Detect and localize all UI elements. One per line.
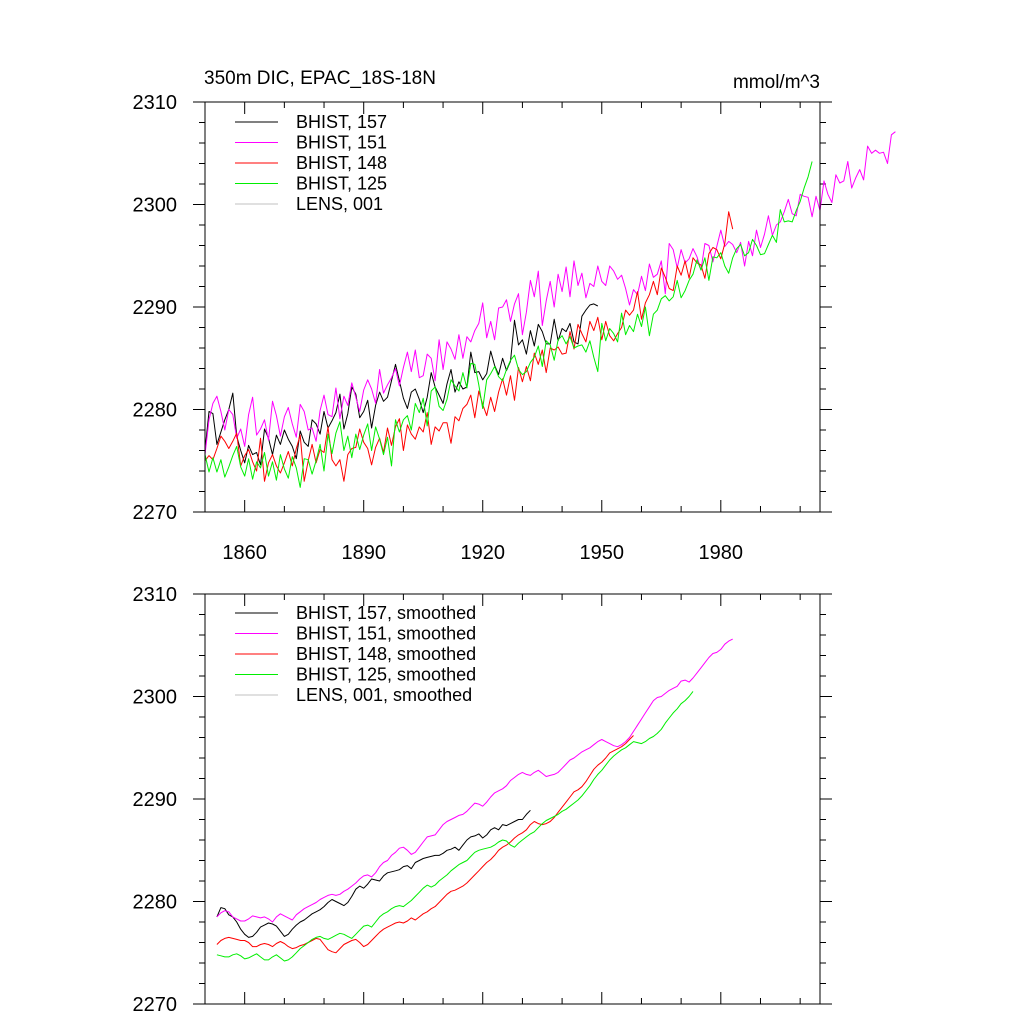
x-tick-label: 1980	[699, 542, 744, 564]
legend-label: BHIST, 125, smoothed	[296, 665, 476, 685]
bottom-panel-tick-labels: 2270 2280 2290 2300 2310	[133, 584, 178, 1016]
bottom-panel-series	[216, 638, 733, 962]
y-tick-label: 2290	[133, 297, 178, 319]
series-line-BHIST_151	[204, 131, 896, 455]
top-panel-title: 350m DIC, EPAC_18S-18N	[204, 68, 436, 89]
series-line-BHIST_151	[216, 638, 733, 923]
bottom-panel-ticks	[193, 593, 832, 1005]
x-tick-label: 1890	[341, 542, 386, 564]
legend-label: BHIST, 151	[296, 133, 387, 153]
y-tick-label: 2270	[133, 994, 178, 1016]
y-tick-label: 2300	[133, 687, 178, 709]
series-line-BHIST_148	[204, 211, 734, 482]
series-line-BHIST_125	[204, 161, 813, 488]
x-tick-label: 1860	[222, 542, 267, 564]
legend-label: BHIST, 157	[296, 112, 387, 132]
top-panel-series	[204, 131, 896, 488]
series-line-BHIST_148	[216, 735, 634, 954]
x-tick-label: 1920	[460, 542, 505, 564]
y-tick-label: 2280	[133, 400, 178, 422]
top-panel: 350m DIC, EPAC_18S-18N mmol/m^3 2270 2280…	[133, 68, 896, 564]
series-line-BHIST_125	[216, 691, 694, 962]
y-tick-label: 2270	[133, 502, 178, 524]
legend-label: LENS, 001	[296, 194, 383, 214]
series-line-BHIST_157	[204, 303, 599, 466]
top-panel-frame	[204, 101, 821, 513]
legend-label: BHIST, 148	[296, 153, 387, 173]
y-tick-label: 2280	[133, 892, 178, 914]
x-tick-label: 1950	[580, 542, 625, 564]
bottom-panel: 2270 2280 2290 2300 2310 BHIST, 157, smoothe…	[133, 584, 832, 1016]
y-tick-label: 2310	[133, 584, 178, 606]
legend-label: BHIST, 151, smoothed	[296, 624, 476, 644]
bottom-panel-frame	[204, 593, 821, 1005]
legend-label: BHIST, 125	[296, 174, 387, 194]
y-tick-label: 2290	[133, 789, 178, 811]
legend-label: LENS, 001, smoothed	[296, 685, 472, 705]
legend-label: BHIST, 148, smoothed	[296, 644, 476, 664]
top-panel-ticks	[193, 101, 832, 513]
y-tick-label: 2310	[133, 92, 178, 114]
legend-label: BHIST, 157, smoothed	[296, 603, 476, 623]
top-panel-units: mmol/m^3	[733, 72, 820, 93]
y-tick-label: 2300	[133, 195, 178, 217]
top-panel-tick-labels: 2270 2280 2290 2300 2310 1860 1890 1920 1950 1980	[133, 92, 744, 564]
series-line-BHIST_157	[216, 809, 531, 938]
